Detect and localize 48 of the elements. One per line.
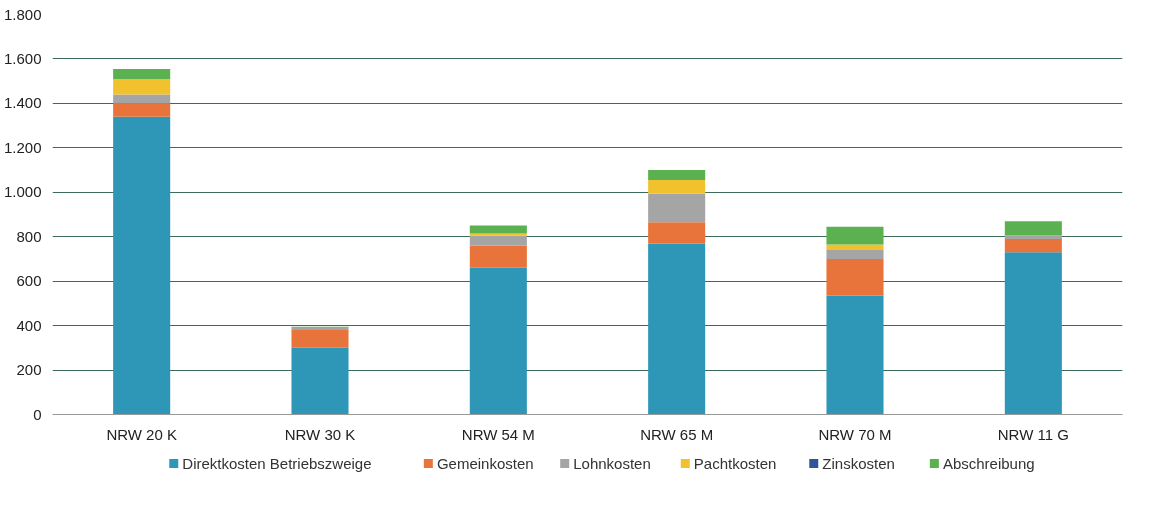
y-tick-label: 200: [16, 361, 42, 379]
y-tick-label: 1.800: [3, 5, 42, 23]
y-tick-label: 800: [16, 227, 42, 245]
bar: [291, 347, 349, 415]
y-tick-label: 1.600: [3, 49, 42, 67]
x-tick-label: NRW 20 K: [106, 425, 177, 443]
legend-label: Direktkosten Betriebszweige: [182, 455, 372, 472]
bar: [291, 330, 349, 348]
y-tick-label: 400: [16, 316, 42, 334]
bar: [113, 116, 171, 415]
bar: [113, 103, 171, 117]
bar: [648, 180, 706, 194]
x-tick-label: NRW 30 K: [284, 425, 356, 443]
bar: [113, 94, 171, 104]
bar: [469, 235, 527, 246]
bar: [826, 295, 884, 415]
bar: [113, 68, 171, 79]
x-tick-label: NRW 65 M: [640, 425, 714, 443]
bar: [648, 243, 706, 415]
bar: [1004, 252, 1062, 415]
bar: [469, 233, 527, 236]
legend-label: Lohnkosten: [573, 455, 651, 472]
bar: [1004, 221, 1062, 236]
legend-label: Gemeinkosten: [436, 455, 534, 472]
bar: [469, 267, 527, 415]
bar: [1004, 238, 1062, 253]
bar: [826, 244, 884, 251]
legend-label: Pachtkosten: [693, 455, 777, 472]
y-tick-label: 600: [16, 272, 42, 290]
bar: [826, 226, 884, 245]
legend-label: Abschreibung: [942, 455, 1035, 472]
legend-label: Zinskosten: [822, 455, 895, 472]
bar: [113, 78, 171, 95]
y-tick-label: 1.400: [3, 94, 42, 112]
x-tick-label: NRW 54 M: [461, 425, 535, 443]
y-tick-label: 1.200: [3, 138, 42, 156]
bar: [648, 193, 706, 223]
bar: [648, 222, 706, 244]
y-tick-label: 0: [33, 405, 42, 423]
bar: [826, 250, 884, 259]
bar: [469, 225, 527, 234]
y-tick-label: 1.000: [3, 183, 42, 201]
bar: [826, 258, 884, 296]
x-tick-label: NRW 70 M: [818, 425, 892, 443]
bar: [648, 170, 706, 181]
bar: [469, 245, 527, 268]
bar: [1004, 235, 1062, 239]
x-tick-label: NRW 11 G: [997, 425, 1069, 443]
